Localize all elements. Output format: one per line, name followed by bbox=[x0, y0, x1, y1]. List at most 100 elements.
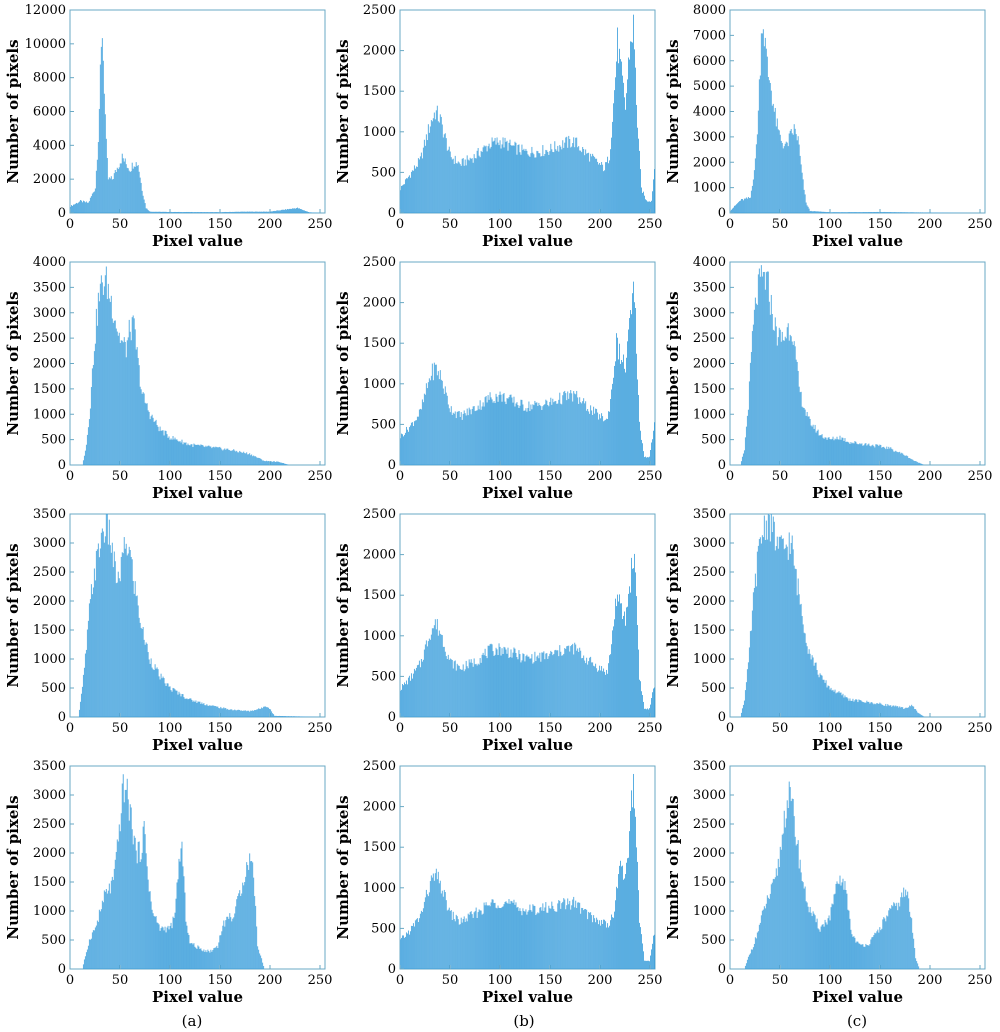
bar-r4b-240 bbox=[639, 922, 640, 969]
bar-r1c-146 bbox=[875, 212, 877, 213]
bar-r4c-40 bbox=[769, 893, 771, 969]
bar-r4c-55 bbox=[784, 827, 786, 969]
bar-r2b-181 bbox=[580, 402, 582, 465]
bar-r3c-92 bbox=[821, 675, 823, 717]
bar-r1a-203 bbox=[272, 211, 274, 213]
y-tick-label-r2a-3500: 3500 bbox=[33, 280, 66, 295]
bar-r1c-55 bbox=[784, 143, 786, 213]
bar-r3a-140 bbox=[209, 705, 211, 717]
bar-r3a-175 bbox=[244, 710, 246, 717]
bar-r2c-53 bbox=[782, 340, 784, 465]
bar-r3a-148 bbox=[217, 706, 219, 717]
bar-r1c-27 bbox=[756, 134, 758, 213]
bar-r2b-22 bbox=[421, 399, 423, 465]
bar-r4b-166 bbox=[565, 909, 567, 969]
bar-r2a-161 bbox=[230, 450, 232, 465]
bar-r2c-165 bbox=[894, 451, 896, 465]
bar-r4b-116 bbox=[515, 902, 517, 969]
bar-r2a-77 bbox=[146, 403, 148, 465]
bar-r1a-39 bbox=[108, 177, 110, 213]
bar-r3c-46 bbox=[775, 546, 777, 717]
bar-r4c-86 bbox=[815, 922, 817, 969]
bar-r3b-179 bbox=[578, 651, 580, 717]
bar-r2a-78 bbox=[147, 410, 149, 465]
bar-r2b-176 bbox=[575, 394, 577, 465]
bar-r2a-129 bbox=[198, 444, 200, 465]
bar-r4a-131 bbox=[200, 948, 202, 969]
bar-r3b-12 bbox=[411, 678, 413, 717]
bar-r4b-150 bbox=[549, 908, 551, 969]
x-axis-label-r3a: Pixel value bbox=[152, 736, 243, 754]
bar-r3b-247 bbox=[646, 709, 647, 717]
bar-r1b-141 bbox=[540, 156, 542, 213]
bar-r2a-160 bbox=[229, 450, 231, 465]
bar-r2c-106 bbox=[835, 439, 837, 465]
y-tick-label-r3c-2500: 2500 bbox=[693, 565, 726, 580]
bar-r1c-126 bbox=[855, 212, 857, 213]
bar-r2b-238 bbox=[637, 379, 638, 465]
bar-r1a-99 bbox=[168, 211, 170, 213]
bar-r2b-213 bbox=[612, 383, 614, 465]
bar-r1a-73 bbox=[142, 195, 144, 213]
bar-r1a-58 bbox=[127, 168, 129, 213]
bar-r1a-192 bbox=[261, 211, 263, 213]
bar-r1c-165 bbox=[894, 212, 896, 213]
bar-r3b-207 bbox=[606, 669, 608, 717]
bar-r2a-218 bbox=[287, 464, 288, 465]
bar-r3a-108 bbox=[177, 694, 179, 717]
bar-r3c-166 bbox=[895, 705, 897, 717]
bar-r3a-43 bbox=[112, 567, 114, 717]
bar-r1b-191 bbox=[590, 153, 592, 213]
bar-r3a-184 bbox=[253, 710, 255, 717]
bar-r4b-1 bbox=[401, 937, 402, 969]
bar-r1b-171 bbox=[570, 147, 572, 213]
bar-r2b-230 bbox=[629, 318, 630, 465]
bar-r1b-113 bbox=[512, 145, 514, 213]
bar-r4b-93 bbox=[492, 899, 494, 969]
bar-r3a-188 bbox=[257, 709, 259, 717]
bar-r2b-194 bbox=[593, 406, 595, 465]
bar-r2b-129 bbox=[528, 401, 530, 465]
bar-r1b-116 bbox=[515, 142, 517, 213]
x-axis-label-r2a: Pixel value bbox=[152, 484, 243, 502]
bar-r4b-193 bbox=[592, 922, 594, 969]
bar-r1b-196 bbox=[595, 158, 597, 213]
bar-r4c-65 bbox=[794, 836, 796, 969]
bar-r4b-119 bbox=[518, 910, 520, 969]
bar-r2b-218 bbox=[617, 337, 618, 465]
bar-r4c-37 bbox=[766, 895, 768, 969]
bar-r1c-111 bbox=[840, 212, 842, 213]
x-axis-label-r2c: Pixel value bbox=[812, 484, 903, 502]
bar-r1c-113 bbox=[842, 212, 844, 213]
bar-r4c-93 bbox=[822, 924, 824, 969]
bar-r3c-21 bbox=[750, 630, 752, 717]
bar-r2a-150 bbox=[219, 446, 221, 465]
bar-r3c-138 bbox=[867, 701, 869, 717]
bar-r1c-67 bbox=[796, 140, 798, 213]
bar-r4a-98 bbox=[167, 925, 169, 969]
bar-r4c-18 bbox=[747, 956, 749, 969]
bar-r3a-172 bbox=[241, 710, 243, 717]
bar-r3b-73 bbox=[472, 666, 474, 717]
bar-r4a-65 bbox=[134, 837, 136, 969]
bar-r2b-158 bbox=[557, 403, 559, 465]
bar-r2a-89 bbox=[158, 431, 160, 465]
bar-r4b-40 bbox=[439, 880, 441, 969]
bar-r2b-244 bbox=[643, 451, 644, 465]
bar-r4c-134 bbox=[863, 946, 865, 969]
bar-r1c-192 bbox=[921, 212, 923, 213]
bar-r3a-81 bbox=[150, 658, 152, 717]
bar-r2b-151 bbox=[550, 397, 552, 465]
bar-r2a-165 bbox=[234, 450, 236, 465]
bar-r2b-6 bbox=[405, 426, 407, 465]
bar-r4c-105 bbox=[834, 893, 836, 969]
bar-r1a-24 bbox=[93, 191, 95, 213]
bar-r4c-61 bbox=[790, 801, 792, 969]
bar-r3a-22 bbox=[91, 594, 93, 717]
bar-r1c-160 bbox=[889, 212, 891, 213]
bar-r4b-106 bbox=[505, 901, 507, 969]
bar-r3b-121 bbox=[520, 662, 522, 717]
bar-r4b-176 bbox=[575, 900, 577, 969]
bar-r2c-157 bbox=[886, 446, 888, 465]
bar-r2c-94 bbox=[823, 438, 825, 465]
